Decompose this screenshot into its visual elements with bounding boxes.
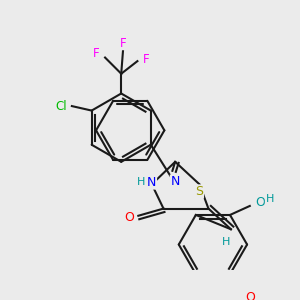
Text: S: S: [195, 185, 203, 198]
Text: O: O: [255, 196, 265, 209]
Text: N: N: [147, 176, 157, 189]
Text: Cl: Cl: [55, 100, 67, 112]
Text: H: H: [137, 178, 145, 188]
Text: H: H: [266, 194, 274, 204]
Text: O: O: [124, 211, 134, 224]
Text: F: F: [93, 47, 99, 60]
Text: F: F: [143, 53, 150, 66]
Text: F: F: [120, 37, 126, 50]
Text: N: N: [170, 175, 180, 188]
Text: O: O: [245, 291, 255, 300]
Text: H: H: [222, 237, 231, 247]
